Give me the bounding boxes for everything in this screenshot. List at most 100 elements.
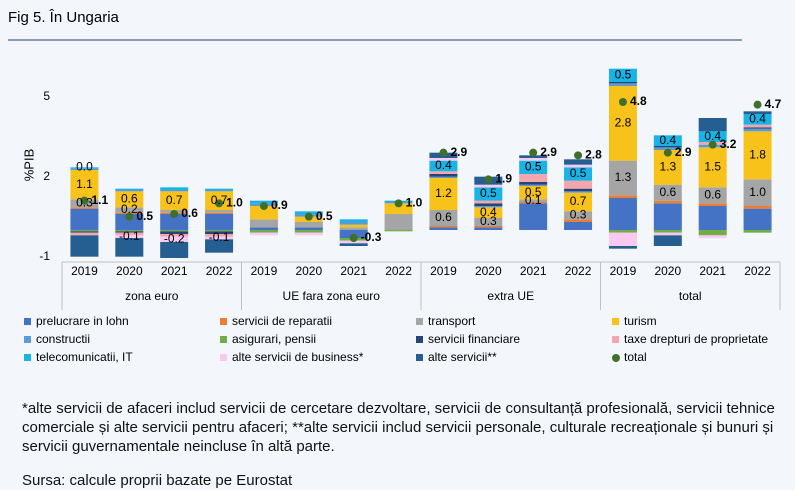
bar-segment xyxy=(653,203,682,230)
bar-segment xyxy=(429,160,458,172)
bar-segment xyxy=(70,231,99,233)
bar-segment xyxy=(70,167,99,169)
total-dot xyxy=(304,212,313,221)
bar-segment xyxy=(519,160,548,174)
bar-segment xyxy=(115,232,144,236)
x-tick-label: 2020 xyxy=(116,264,143,278)
bar-segment xyxy=(160,191,189,210)
chart-title: Fig 5. În Ungaria xyxy=(8,9,120,26)
total-dot xyxy=(618,98,627,106)
total-dot xyxy=(259,202,268,210)
data-label: -0.2 xyxy=(164,232,185,246)
data-label: 0.7 xyxy=(211,193,228,207)
legend-swatch xyxy=(24,318,31,325)
bar-segment xyxy=(474,200,503,204)
data-label: 0.5 xyxy=(525,185,542,199)
bar-segment xyxy=(429,227,458,230)
legend-label: total xyxy=(624,350,647,364)
data-label: -0.3 xyxy=(361,230,382,244)
bar-segment xyxy=(608,195,637,198)
bar-segment xyxy=(608,232,637,246)
x-tick-label: 2021 xyxy=(161,264,188,278)
bar-segment xyxy=(474,187,503,201)
bar-segment xyxy=(205,234,234,237)
bar-segment xyxy=(160,214,189,230)
data-label: 1.3 xyxy=(659,160,676,174)
bar-segment xyxy=(653,184,682,201)
x-tick-label: 2022 xyxy=(744,264,771,278)
x-tick-label: 2020 xyxy=(475,264,502,278)
bar-segment xyxy=(205,212,234,214)
bar-segment xyxy=(294,232,323,236)
data-label: 1.0 xyxy=(749,185,766,199)
legend-label: constructii xyxy=(36,332,90,346)
bar-segment xyxy=(564,211,593,220)
bar-segment xyxy=(205,239,234,253)
bar-segment xyxy=(474,218,503,226)
legend-label: servicii financiare xyxy=(428,332,520,346)
bar-segment xyxy=(429,178,458,210)
bar-segment xyxy=(608,198,637,230)
y-tick-label: 5 xyxy=(43,89,50,103)
bar-segment xyxy=(653,135,682,146)
bar-segment xyxy=(205,190,234,192)
bar-segment xyxy=(70,170,99,200)
bar-segment xyxy=(743,179,772,206)
bar-segment xyxy=(519,202,548,204)
bar-segment xyxy=(249,230,278,233)
bar-segment xyxy=(743,124,772,128)
bar-segment xyxy=(698,206,727,230)
bar-segment xyxy=(519,182,548,185)
data-label: 1.0 xyxy=(406,196,423,210)
bar-segment xyxy=(249,232,278,236)
footnote: *alte servicii de afaceri includ servici… xyxy=(22,400,775,455)
legend-label: servicii de reparatii xyxy=(232,314,332,328)
y-axis-label: %PIB xyxy=(21,149,36,182)
x-tick-label: 2021 xyxy=(699,264,726,278)
legend-swatch xyxy=(612,318,619,325)
data-label: 0.4 xyxy=(480,205,497,219)
group-label: total xyxy=(679,289,702,303)
bar-segment xyxy=(698,118,727,132)
data-label: 0.5 xyxy=(136,209,153,223)
bar-segment xyxy=(339,219,368,222)
bar-segment xyxy=(249,219,278,228)
bar-segment xyxy=(429,174,458,177)
data-label: 1.3 xyxy=(615,170,632,184)
bar-segment xyxy=(160,230,189,232)
legend-swatch xyxy=(220,354,227,361)
bar-segment xyxy=(115,207,144,213)
bar-segment xyxy=(564,188,593,192)
bar-segment xyxy=(160,236,189,242)
bar-segment xyxy=(698,203,727,206)
bar-segment xyxy=(294,211,323,214)
bar-segment xyxy=(743,230,772,233)
legend-label: telecomunicatii, IT xyxy=(36,350,133,364)
bar-segment xyxy=(115,188,144,190)
bar-segment xyxy=(205,188,234,190)
data-label: 4.8 xyxy=(630,94,647,108)
data-label: 1.8 xyxy=(749,148,766,162)
bar-segment xyxy=(384,203,413,214)
total-dot xyxy=(574,151,583,160)
data-label: 0.9 xyxy=(271,198,288,212)
data-label: 1.2 xyxy=(435,186,452,200)
bar-segment xyxy=(743,114,772,125)
data-label: 1.1 xyxy=(76,177,93,191)
bar-segment xyxy=(339,243,368,246)
data-label: -0.1 xyxy=(119,229,140,243)
chart: Fig 5. În Ungaria %PIB -1 2 5 zona euro UE f… xyxy=(8,9,782,364)
data-label: 0.5 xyxy=(316,209,333,223)
bar-segment xyxy=(519,203,548,230)
bar-segment xyxy=(115,191,144,208)
x-tick-label: 2021 xyxy=(520,264,547,278)
data-label: 2.9 xyxy=(450,145,467,159)
bar-segment xyxy=(384,230,413,232)
data-label: 0.6 xyxy=(181,206,198,220)
data-label: 0.3 xyxy=(570,208,587,222)
bar-segment xyxy=(519,158,548,161)
bar-segment xyxy=(205,230,234,232)
data-label: 0.5 xyxy=(480,186,497,200)
total-dot xyxy=(439,148,448,157)
y-tick-label: 2 xyxy=(43,169,50,183)
